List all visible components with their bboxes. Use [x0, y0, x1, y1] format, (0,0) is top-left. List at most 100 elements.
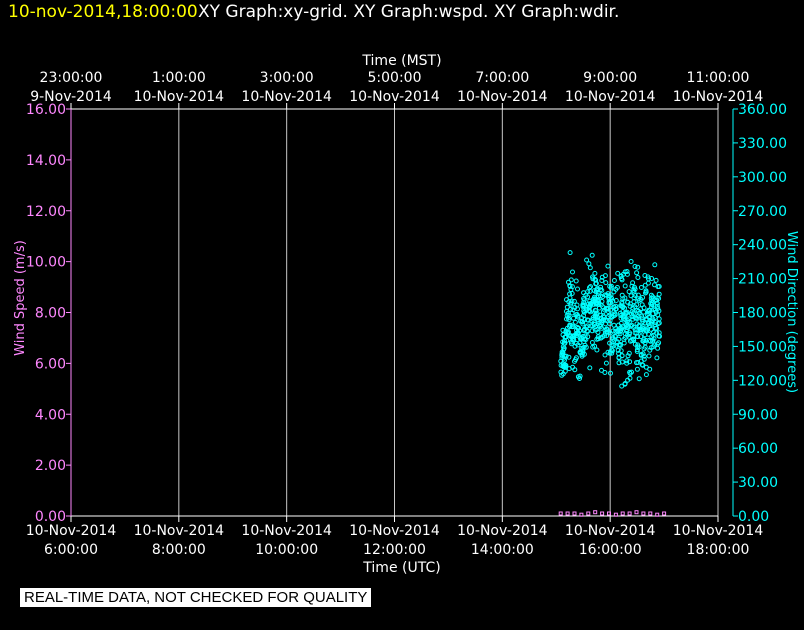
bottom-tick-time-label: 12:00:00: [363, 542, 426, 558]
quality-banner: REAL-TIME DATA, NOT CHECKED FOR QUALITY: [20, 588, 372, 607]
wind-speed-point: [641, 511, 646, 516]
wind-direction-point: [569, 341, 574, 347]
wind-direction-point: [641, 309, 647, 315]
wind-direction-point: [563, 353, 569, 359]
bottom-tick-date-label: 10-Nov-2014: [565, 523, 656, 539]
wind-direction-point: [567, 250, 573, 256]
wind-direction-point: [563, 328, 569, 334]
wind-direction-point: [585, 289, 591, 295]
left-tick-label: 2.00: [35, 458, 66, 474]
wind-direction-point: [566, 317, 572, 323]
wind-direction-point: [642, 340, 648, 346]
wind-direction-point: [616, 360, 622, 366]
wind-direction-point: [634, 316, 640, 321]
wind-direction-point: [643, 289, 649, 295]
wind-direction-point: [626, 319, 632, 325]
wind-direction-point: [613, 286, 619, 292]
wind-direction-point: [639, 313, 645, 319]
bottom-tick-time-label: 8:00:00: [152, 542, 206, 558]
wind-direction-point: [589, 252, 595, 258]
left-tick-label: 8.00: [35, 306, 66, 322]
top-tick-date-label: 10-Nov-2014: [241, 89, 332, 105]
wind-direction-point: [652, 262, 658, 268]
wind-direction-point: [622, 269, 628, 275]
wind-speed-point: [593, 510, 598, 515]
wind-direction-point: [639, 325, 645, 331]
top-tick-date-label: 10-Nov-2014: [457, 89, 548, 105]
left-tick-label: 10.00: [26, 255, 66, 271]
wind-direction-point: [656, 308, 662, 314]
wind-direction-point: [652, 322, 658, 328]
wind-direction-point: [592, 270, 598, 276]
wind-direction-point: [653, 277, 659, 283]
wind-direction-point: [585, 323, 590, 329]
wind-direction-point: [572, 358, 577, 364]
wind-direction-point: [635, 264, 641, 270]
wind-direction-point: [570, 335, 576, 341]
right-tick-label: 360.00: [738, 102, 787, 118]
wind-direction-point: [594, 327, 600, 332]
wind-direction-point: [611, 278, 617, 283]
wind-direction-point: [649, 276, 655, 281]
left-tick-label: 16.00: [26, 102, 66, 118]
wind-direction-point: [570, 322, 576, 328]
wind-direction-point: [622, 295, 628, 301]
wind-direction-point: [587, 265, 593, 271]
wind-direction-point: [566, 354, 572, 360]
wind-direction-point: [634, 308, 640, 313]
wind-direction-point: [616, 336, 622, 342]
right-tick-label: 0.00: [738, 509, 769, 525]
wind-direction-point: [645, 309, 651, 315]
wind-speed-point: [565, 511, 570, 516]
wind-direction-point: [650, 311, 656, 317]
wind-direction-point: [612, 312, 618, 318]
bottom-tick-date-label: 10-Nov-2014: [241, 523, 332, 539]
right-tick-label: 300.00: [738, 170, 787, 186]
wind-speed-point: [572, 511, 577, 516]
wind-direction-point: [609, 342, 615, 348]
wind-direction-point: [640, 295, 646, 300]
right-tick-label: 150.00: [738, 339, 787, 355]
top-tick-time-label: 9:00:00: [583, 70, 637, 86]
wind-direction-point: [652, 315, 658, 320]
wind-direction-point: [619, 292, 625, 298]
timestamp-title: 10-nov-2014,18:00:00: [8, 2, 198, 22]
wind-direction-point: [607, 321, 613, 327]
wind-direction-point: [654, 303, 660, 309]
wind-direction-point: [649, 301, 655, 307]
wind-direction-point: [650, 332, 656, 338]
wind-direction-point: [599, 278, 605, 283]
wind-direction-point: [621, 337, 627, 342]
wind-direction-point: [581, 296, 587, 301]
wind-direction-point: [569, 291, 575, 296]
wind-direction-point: [613, 334, 618, 340]
wind-direction-point: [581, 351, 587, 357]
wind-direction-point: [627, 371, 633, 376]
wind-direction-point: [625, 377, 631, 383]
wind-direction-point: [589, 328, 595, 334]
wind-direction-point: [635, 292, 641, 298]
wind-direction-point: [619, 353, 625, 359]
top-tick-time-label: 23:00:00: [40, 70, 103, 86]
wind-direction-point: [594, 347, 600, 353]
wind-direction-point: [647, 347, 653, 353]
wind-direction-point: [567, 323, 573, 329]
wind-direction-point: [656, 291, 662, 297]
wind-direction-point: [624, 358, 630, 364]
wind-direction-point: [568, 300, 574, 306]
wind-direction-point: [604, 326, 610, 332]
wind-direction-point: [588, 284, 593, 290]
wind-direction-point: [594, 298, 600, 304]
wind-direction-point: [595, 293, 601, 299]
wind-direction-point: [602, 352, 608, 358]
wind-direction-point: [632, 264, 638, 269]
wind-direction-point: [577, 328, 583, 334]
wind-direction-point: [628, 323, 634, 329]
right-tick-label: 270.00: [738, 204, 787, 220]
wind-direction-point: [585, 334, 591, 340]
wind-direction-point: [575, 306, 580, 312]
bottom-tick-date-label: 10-Nov-2014: [26, 523, 117, 539]
wind-direction-point: [640, 362, 646, 368]
wind-direction-point: [650, 338, 656, 344]
wind-direction-point: [603, 360, 609, 366]
